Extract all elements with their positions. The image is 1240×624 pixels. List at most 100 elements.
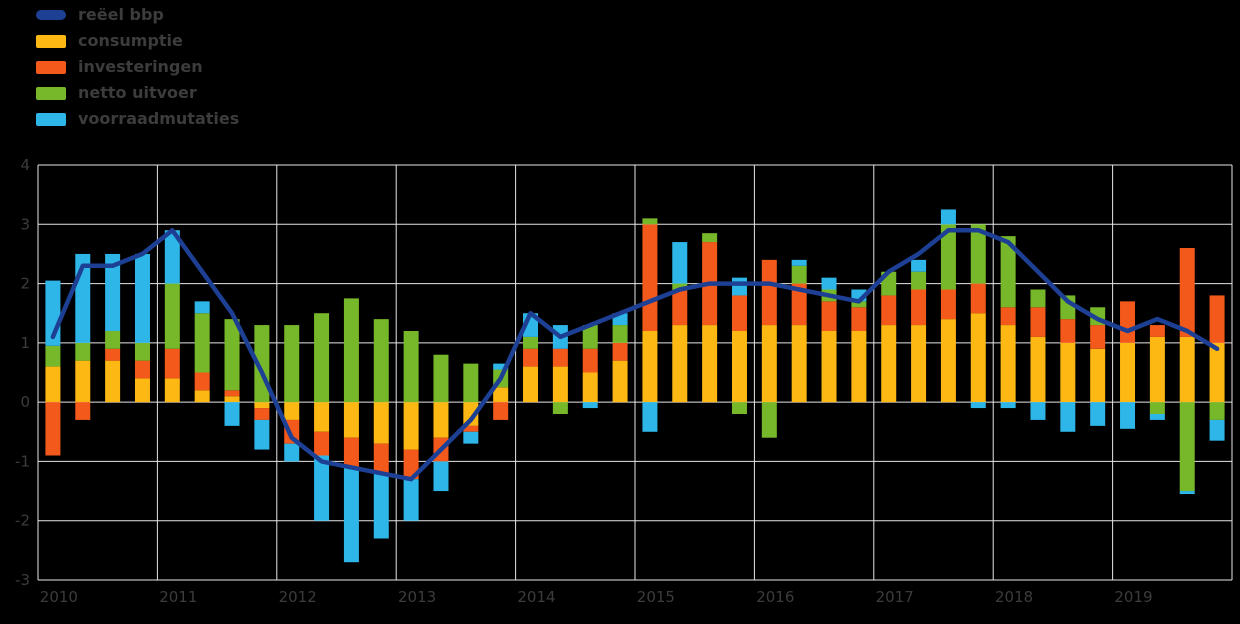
bar-segment <box>970 402 986 409</box>
bar-segment <box>1060 402 1076 432</box>
x-axis-labels: 2010 2011 2012 2013 2014 2015 2016 2017 2018 2019 <box>40 588 1153 606</box>
bar-segment <box>433 461 449 492</box>
bar-segment <box>1149 402 1165 414</box>
bar-segment <box>612 360 628 403</box>
bar-segment <box>164 230 180 284</box>
bar-segment <box>552 348 568 367</box>
bar-segment <box>314 455 330 521</box>
bar-segment <box>373 473 389 539</box>
bar-segment <box>672 283 688 290</box>
y-tick-label: 2 <box>20 275 30 293</box>
legend-label-inventories: voorraadmutaties <box>78 109 240 128</box>
bar-segment <box>1060 342 1076 403</box>
bar-segment <box>433 402 449 438</box>
bar-segment <box>373 319 389 403</box>
bar-segment <box>970 313 986 403</box>
x-tick-label: 2011 <box>159 588 197 606</box>
bars-layer <box>45 209 1225 563</box>
bar-segment <box>224 396 240 403</box>
bar-segment <box>940 224 956 290</box>
bar-segment <box>970 283 986 314</box>
x-tick-label: 2017 <box>876 588 914 606</box>
bar-segment <box>911 289 927 326</box>
bar-segment <box>612 342 628 361</box>
bar-segment <box>731 331 747 403</box>
bar-segment <box>164 348 180 379</box>
bar-segment <box>523 366 539 403</box>
bar-segment <box>1090 348 1106 403</box>
bar-segment <box>523 348 539 367</box>
gdp-line <box>50 227 1220 482</box>
bar-segment <box>314 431 330 456</box>
bar-segment <box>582 402 598 409</box>
bar-segment <box>1060 319 1076 343</box>
y-tick-label: 1 <box>20 334 30 352</box>
legend-item-investment: investeringen <box>36 58 239 76</box>
bar-segment <box>1090 402 1106 426</box>
bar-segment <box>731 295 747 331</box>
bar-segment <box>672 289 688 326</box>
bar-segment <box>1209 295 1225 343</box>
bar-segment <box>1179 491 1195 495</box>
bar-segment <box>761 402 777 438</box>
bar-segment <box>493 363 509 370</box>
bar-segment <box>582 325 598 349</box>
bar-segment <box>1000 236 1016 308</box>
bar-segment <box>403 402 419 450</box>
bar-segment <box>523 336 539 349</box>
bar-segment <box>881 325 897 403</box>
bar-segment <box>821 331 837 403</box>
bar-segment <box>463 402 479 426</box>
bar-segment <box>970 224 986 284</box>
bar-segment <box>343 402 359 438</box>
bar-segment <box>1209 419 1225 441</box>
bar-segment <box>45 366 61 403</box>
bar-segment <box>373 443 389 474</box>
y-tick-label: 0 <box>20 393 30 411</box>
bar-segment <box>672 242 688 284</box>
x-tick-label: 2018 <box>995 588 1033 606</box>
bar-segment <box>254 402 270 409</box>
bar-segment <box>373 402 389 444</box>
bar-segment <box>1209 402 1225 420</box>
bar-segment <box>1179 402 1195 492</box>
bar-segment <box>1120 342 1136 403</box>
bar-segment <box>731 402 747 414</box>
bar-segment <box>403 331 419 403</box>
bar-segment <box>911 325 927 403</box>
bar-segment <box>851 307 867 331</box>
x-tick-label: 2016 <box>756 588 794 606</box>
bar-segment <box>284 402 300 420</box>
bar-segment <box>194 313 210 373</box>
bar-segment <box>731 277 747 296</box>
bar-segment <box>1000 325 1016 403</box>
bar-segment <box>105 348 121 361</box>
bar-segment <box>194 390 210 403</box>
bar-segment <box>761 325 777 403</box>
bar-segment <box>1209 342 1225 403</box>
x-tick-label: 2013 <box>398 588 436 606</box>
bar-segment <box>75 342 91 361</box>
bar-segment <box>224 402 240 426</box>
investment-swatch <box>36 60 66 74</box>
bar-segment <box>1030 289 1046 308</box>
bar-segment <box>134 378 150 403</box>
legend-item-gdp: reëel bbp <box>36 6 239 24</box>
bar-segment <box>911 271 927 290</box>
bar-segment <box>134 342 150 361</box>
bar-segment <box>493 387 509 403</box>
y-tick-label: 4 <box>20 156 30 174</box>
bar-segment <box>702 233 718 243</box>
bar-segment <box>612 325 628 343</box>
bar-segment <box>791 325 807 403</box>
bar-segment <box>463 425 479 432</box>
bar-segment <box>791 283 807 326</box>
x-tick-label: 2014 <box>517 588 555 606</box>
bar-segment <box>881 295 897 326</box>
bar-segment <box>1149 336 1165 403</box>
bar-segment <box>493 402 509 420</box>
bar-segment <box>911 259 927 272</box>
bar-segment <box>343 467 359 563</box>
consumption-swatch <box>36 34 66 48</box>
